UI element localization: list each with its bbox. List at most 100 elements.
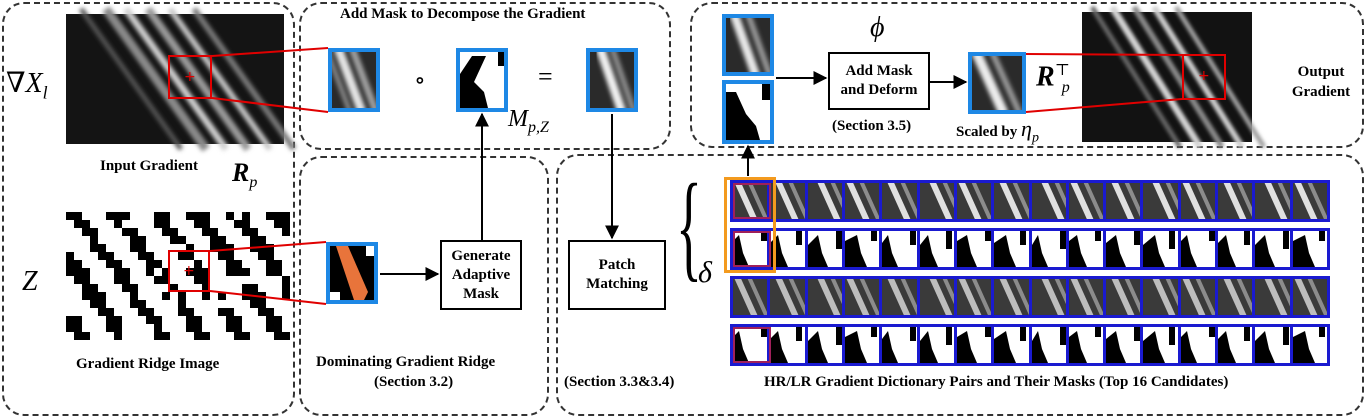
phi-symbol: ϕ [870, 12, 885, 43]
hr-mask-candidate [807, 231, 845, 267]
lr-mask-candidate [1068, 327, 1107, 363]
patch-matching-box: Patch Matching [568, 240, 666, 310]
lr-gradient-candidate [882, 279, 920, 315]
gradient-patch [328, 48, 380, 112]
zoom-line-top [211, 47, 329, 57]
lr-gradient-candidate [1292, 279, 1327, 315]
hr-mask-candidate [1143, 231, 1181, 267]
ridge-red-box [168, 250, 210, 292]
input-gradient-label: Input Gradient [100, 158, 198, 174]
output-red-box [1182, 54, 1226, 100]
lr-mask-candidate [919, 327, 957, 363]
hr-mask-candidate [1255, 231, 1293, 267]
hr-gradient-candidate [1068, 183, 1107, 219]
hadamard-operator: ∘ [414, 68, 426, 94]
lr-mask-candidate [882, 327, 920, 363]
deformed-patch [968, 52, 1026, 114]
hr-selected-patch [722, 14, 774, 76]
selected-candidate-box [733, 327, 771, 363]
decompose-panel [299, 2, 671, 150]
hr-gradient-candidate [844, 183, 883, 219]
dominating-caption-line2: (Section 3.2) [374, 374, 454, 390]
lr-mask-candidate [994, 327, 1032, 363]
output-zoom-line-top [1025, 53, 1183, 56]
lr-mask-candidate [807, 327, 845, 363]
dictionary-caption: HR/LR Gradient Dictionary Pairs and Thei… [764, 374, 1229, 390]
hr-gradient-candidate [1292, 183, 1327, 219]
lr-mask-candidate [1031, 327, 1069, 363]
ridge-image-pattern [66, 212, 290, 340]
input-gradient-image [66, 6, 297, 152]
hr-gradient-candidate [882, 183, 920, 219]
m-pz-symbol: Mp,Z [508, 106, 549, 136]
strip-hr-gradient [730, 180, 1330, 222]
lr-gradient-candidate [770, 279, 808, 315]
lr-gradient-candidate [1218, 279, 1256, 315]
hr-mask-candidate [1068, 231, 1107, 267]
scaled-by-label: Scaled by ηp [956, 116, 1039, 146]
ridge-image [66, 212, 290, 340]
dominating-caption-line1: Dominating Gradient Ridge [316, 354, 496, 370]
hr-mask-candidate [733, 231, 771, 267]
delta-symbol: δ [698, 256, 712, 289]
deform-section-label: (Section 3.5) [832, 118, 912, 134]
strip-hr-mask [730, 228, 1330, 270]
lr-gradient-candidate [1031, 279, 1069, 315]
lr-mask-candidate [844, 327, 883, 363]
output-gradient-label: Output Gradient [1291, 64, 1351, 100]
output-zoom-line-bottom [1025, 98, 1183, 113]
lr-mask-candidate [1106, 327, 1144, 363]
output-gradient-streaks [1089, 5, 1267, 149]
lr-mask-candidate [733, 327, 771, 363]
hr-gradient-candidate [770, 183, 808, 219]
hr-gradient-candidate [956, 183, 995, 219]
strip-lr-gradient [730, 276, 1330, 318]
zoom-line-bottom [211, 97, 329, 113]
orange-selection-box [724, 177, 776, 273]
selected-candidate-box [733, 231, 771, 267]
r-p-symbol: Rp [232, 158, 258, 192]
matching-caption: (Section 3.3&3.4) [564, 374, 675, 390]
selected-mask-patch [722, 80, 774, 144]
dominating-ridge-panel [299, 156, 549, 416]
masked-gradient-patch [586, 48, 638, 112]
output-red-center-cross: + [1198, 68, 1210, 84]
selected-candidate-box [733, 183, 771, 219]
hr-gradient-candidate [1143, 183, 1181, 219]
input-gradient-streaks [78, 6, 297, 152]
ridge-zoom-line-bottom [209, 290, 327, 305]
hr-mask-candidate [1031, 231, 1069, 267]
ridge-red-center-cross: + [183, 263, 195, 279]
hr-mask-candidate [994, 231, 1032, 267]
output-panel [690, 2, 1364, 148]
lr-gradient-candidate [956, 279, 995, 315]
decompose-title: Add Mask to Decompose the Gradient [340, 6, 586, 22]
lr-mask-candidate [956, 327, 995, 363]
lr-mask-candidate [1143, 327, 1181, 363]
lr-gradient-candidate [919, 279, 957, 315]
hr-mask-candidate [1218, 231, 1256, 267]
lr-gradient-candidate [1180, 279, 1219, 315]
hr-gradient-candidate [1106, 183, 1144, 219]
lr-gradient-candidate [1143, 279, 1181, 315]
input-panel [2, 2, 295, 416]
lr-mask-candidate [1180, 327, 1219, 363]
brace-symbol: { [676, 159, 702, 292]
hr-mask-candidate [882, 231, 920, 267]
lr-mask-candidate [770, 327, 808, 363]
hr-gradient-candidate [807, 183, 845, 219]
lr-gradient-candidate [994, 279, 1032, 315]
r-p-transpose-symbol: R⊤p [1036, 61, 1070, 96]
lr-mask-candidate [1255, 327, 1293, 363]
equals-operator: = [538, 62, 553, 91]
hr-mask-candidate [1180, 231, 1219, 267]
grad-xl-symbol: ∇Xl [6, 68, 48, 103]
strip-lr-mask [730, 324, 1330, 366]
lr-gradient-candidate [1106, 279, 1144, 315]
ridge-zoom-line-top [209, 241, 327, 252]
hr-mask-candidate [844, 231, 883, 267]
mask-patch [456, 48, 508, 112]
hr-gradient-candidate [1180, 183, 1219, 219]
ridge-image-label: Gradient Ridge Image [76, 356, 220, 372]
